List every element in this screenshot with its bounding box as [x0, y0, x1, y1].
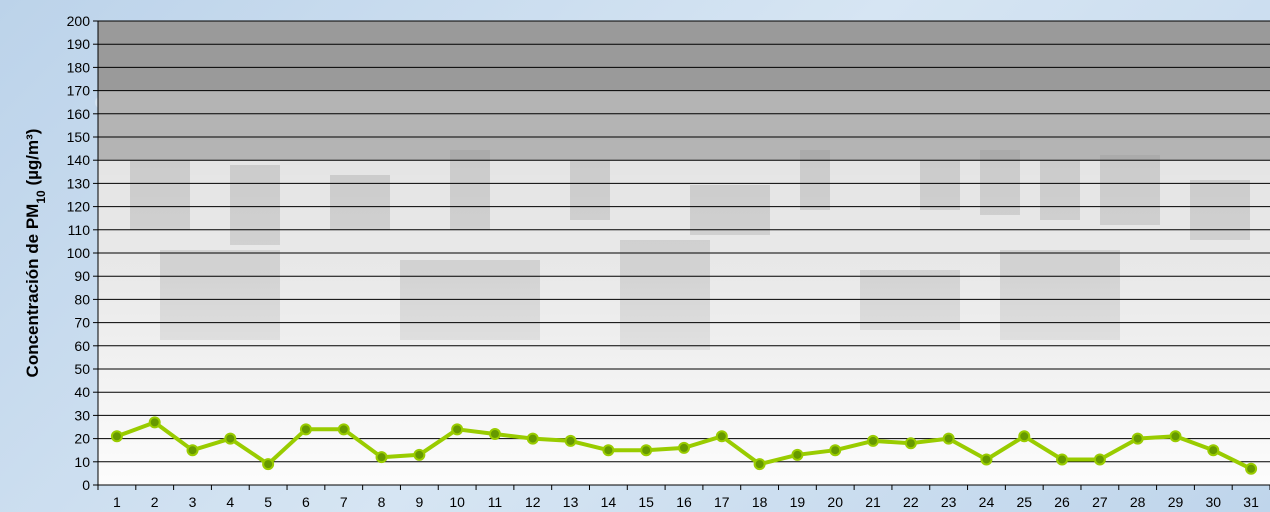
- y-tick-label: 100: [67, 245, 91, 261]
- x-tick-label: 5: [264, 494, 272, 510]
- x-tick-label: 19: [790, 494, 806, 510]
- y-tick-label: 20: [74, 431, 90, 447]
- y-tick-label: 190: [67, 36, 91, 52]
- y-tick-label: 60: [74, 338, 90, 354]
- x-tick-label: 12: [525, 494, 541, 510]
- data-point: [1245, 462, 1258, 475]
- x-tick-label: 23: [941, 494, 957, 510]
- x-tick-label: 4: [226, 494, 234, 510]
- axes: [93, 20, 1270, 490]
- data-point: [715, 430, 728, 443]
- data-point: [1169, 430, 1182, 443]
- y-tick-label: 110: [68, 222, 91, 238]
- series-pm10: [110, 416, 1258, 475]
- data-point: [791, 448, 804, 461]
- data-point: [602, 444, 615, 457]
- x-tick-label: 17: [714, 494, 730, 510]
- plot-background: [98, 21, 1270, 485]
- x-tick-label: 27: [1092, 494, 1108, 510]
- x-tick-label: 20: [827, 494, 843, 510]
- data-point: [110, 430, 123, 443]
- x-tick-label: 2: [151, 494, 159, 510]
- x-tick-label: 8: [378, 494, 386, 510]
- data-point: [1131, 432, 1144, 445]
- y-tick-label: 0: [82, 477, 90, 493]
- x-tick-label: 28: [1130, 494, 1146, 510]
- y-tick-label: 10: [74, 454, 90, 470]
- x-tick-labels: 1 2 3 4 5 6 7 8 9 10 11 12 13 14 15 16 17 18 19 20 21 22 23 24 2…: [113, 494, 1259, 510]
- y-axis-label-subscript: 10: [34, 190, 48, 204]
- x-tick-label: 24: [979, 494, 995, 510]
- x-tick-label: 30: [1206, 494, 1222, 510]
- data-point: [980, 453, 993, 466]
- y-tick-label: 30: [74, 407, 90, 423]
- y-axis-label-main: Concentración de PM: [23, 204, 42, 378]
- y-tick-label: 160: [67, 106, 91, 122]
- gridlines: [98, 20, 1270, 486]
- data-point: [451, 423, 464, 436]
- x-tick-label: 15: [638, 494, 654, 510]
- data-point: [148, 416, 161, 429]
- x-tick-label: 10: [449, 494, 465, 510]
- y-tick-label: 200: [67, 13, 91, 29]
- data-point: [413, 448, 426, 461]
- data-point: [564, 434, 577, 447]
- data-point: [186, 444, 199, 457]
- x-tick-label: 25: [1016, 494, 1032, 510]
- data-point: [299, 423, 312, 436]
- y-tick-label: 130: [67, 175, 91, 191]
- data-point: [640, 444, 653, 457]
- x-tick-label: 29: [1168, 494, 1184, 510]
- y-tick-label: 140: [67, 152, 91, 168]
- data-point: [262, 458, 275, 471]
- x-tick-label: 13: [563, 494, 579, 510]
- x-tick-label: 3: [189, 494, 197, 510]
- y-tick-label: 70: [74, 315, 90, 331]
- data-point: [904, 437, 917, 450]
- x-tick-label: 7: [340, 494, 348, 510]
- x-tick-label: 21: [865, 494, 881, 510]
- data-point: [526, 432, 539, 445]
- band-mid: [98, 90, 1270, 161]
- data-point: [1018, 430, 1031, 443]
- y-tick-label: 40: [74, 384, 90, 400]
- band-dark: [98, 21, 1270, 91]
- data-point: [678, 441, 690, 454]
- data-point: [829, 444, 842, 457]
- x-tick-label: 11: [488, 494, 503, 510]
- data-point: [867, 434, 880, 447]
- y-tick-label: 120: [67, 199, 91, 215]
- y-axis-label-unit: (µg/m³): [23, 129, 42, 191]
- y-tick-labels: 0 10 20 30 40 50 60 70 80 90 100 110 120 130 140 150 160…: [67, 13, 91, 493]
- x-tick-label: 31: [1243, 494, 1259, 510]
- data-point: [488, 427, 501, 440]
- data-point: [224, 432, 237, 445]
- x-tick-label: 1: [113, 494, 121, 510]
- x-tick-label: 16: [676, 494, 692, 510]
- x-tick-label: 26: [1054, 494, 1070, 510]
- y-tick-label: 50: [74, 361, 90, 377]
- y-axis-label: Concentración de PM10 (µg/m³): [23, 129, 48, 378]
- y-tick-label: 180: [67, 59, 91, 75]
- x-tick-label: 14: [601, 494, 617, 510]
- x-tick-label: 22: [903, 494, 919, 510]
- y-tick-label: 80: [74, 291, 90, 307]
- y-tick-label: 150: [67, 129, 91, 145]
- x-tick-label: 18: [752, 494, 768, 510]
- y-tick-label: 90: [74, 268, 90, 284]
- data-point: [1093, 453, 1106, 466]
- data-point: [337, 423, 350, 436]
- y-tick-label: 170: [67, 83, 91, 99]
- data-point: [375, 451, 388, 464]
- data-point: [753, 458, 766, 471]
- x-tick-label: 6: [302, 494, 310, 510]
- data-point: [1207, 444, 1220, 457]
- data-point: [942, 432, 955, 445]
- data-point: [1056, 453, 1069, 466]
- plot-texture: [98, 150, 1270, 485]
- x-tick-label: 9: [415, 494, 423, 510]
